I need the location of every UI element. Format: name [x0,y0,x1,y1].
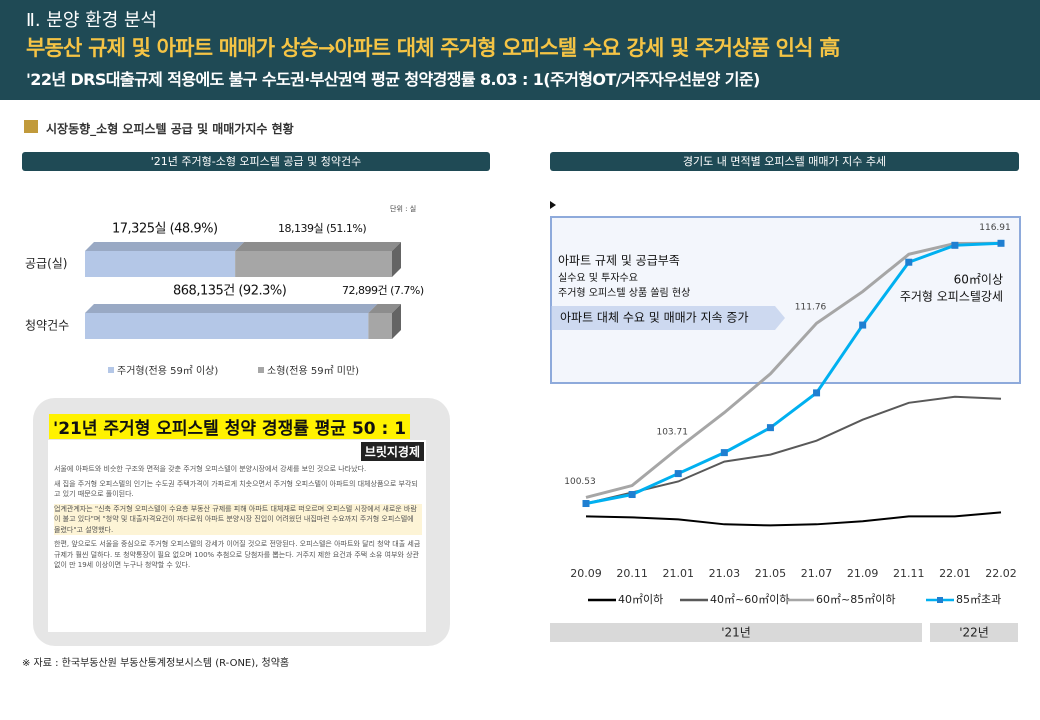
period-label: '21년 [721,626,751,640]
news-source: 브릿지경제 [360,442,424,461]
point-marker [905,258,913,266]
bar-side [392,242,401,277]
header: Ⅱ. 분양 환경 분석 부동산 규제 및 아파트 매매가 상승→아파트 대체 주… [0,0,1040,100]
section-heading: 시장동향_소형 오피스텔 공급 및 매매가지수 현황 [24,120,294,137]
point-marker [628,491,636,499]
x-tick-label: 21.01 [662,567,694,580]
bar-top [85,242,245,251]
bar-top [368,304,401,313]
bar-face [85,251,236,277]
point-marker [766,424,774,432]
value-label: 103.71 [656,428,688,438]
footnote: ※ 자료 : 한국부동산원 부동산통계정보시스템 (R-ONE), 청약홈 [22,658,290,669]
news-paragraph: 업계관계자는 "신축 주거형 오피스텔이 수요층 부동산 규제를 피해 아파트 … [54,503,422,535]
value-label: 72,899건 (7.7%) [342,284,424,297]
unit-label: 단위 : 실 [390,204,416,213]
x-tick-label: 22.02 [985,567,1017,580]
x-tick-label: 21.09 [847,567,879,580]
series-line [585,241,1002,499]
annotation-right: 60㎡이상 [954,273,1003,287]
x-tick-label: 20.11 [616,567,648,580]
banner [551,306,785,330]
bar [85,304,378,339]
annotation-text: 아파트 규제 및 공급부족 [558,254,680,268]
page-title: 부동산 규제 및 아파트 매매가 상승→아파트 대체 주거형 오피스텔 수요 강… [26,36,840,60]
x-tick-label: 21.05 [755,567,787,580]
value-label: 17,325실 (48.9%) [112,222,218,237]
legend-marker [937,597,943,603]
bar [368,304,401,339]
news-paragraph: 한편, 앞으로도 서울을 중심으로 주거형 오피스텔의 강세가 이어질 것으로 … [54,540,421,569]
point-marker [813,389,821,397]
series-line [585,395,1002,505]
page-subtitle: '22년 DRS대출규제 적용에도 불구 수도권·부산권역 평균 청약경쟁률 8… [26,70,760,89]
annotation-text: 실수요 및 투자수요 [558,272,638,284]
news-clip: 브릿지경제 서울에 아파트와 비슷한 구조와 면적을 갖춘 주거형 오피스텔이 … [48,440,426,632]
legend-label: 40㎡이하 [618,592,663,606]
annotation-right: 주거형 오피스텔강세 [900,290,1003,304]
bar-top [235,242,401,251]
period-band [930,623,1018,642]
period-band [550,623,922,642]
section-label: Ⅱ. 분양 환경 분석 [26,10,158,31]
value-label: 18,139실 (51.1%) [278,222,366,235]
category-label: 청약건수 [25,318,69,333]
bar-top [85,304,378,313]
annotation-text: 주거형 오피스텔 상품 쏠림 현상 [558,287,690,299]
banner-text: 아파트 대체 수요 및 매매가 지속 증가 [560,311,749,325]
bar [85,242,245,277]
series-line [585,241,1002,505]
legend-label: 60㎡~85㎡이하 [816,592,895,606]
period-label: '22년 [959,626,989,640]
legend-label: 85㎡초과 [956,593,1001,606]
category-label: 공급(실) [25,257,67,271]
point-marker [582,500,590,508]
bar-face [235,251,392,277]
x-tick-label: 20.09 [570,567,602,580]
bar-face [85,313,369,339]
news-box: '21년 주거형 오피스텔 청약 경쟁률 평균 50 : 1 브릿지경제 서울에… [33,398,450,646]
panel-title: '21년 주거형-소형 오피스텔 공급 및 청약건수 [151,154,362,168]
panel-title: 경기도 내 면적별 오피스텔 매매가 지수 추세 [683,155,886,168]
point-marker [951,241,959,249]
x-tick-label: 21.03 [709,567,741,580]
legend-label: 40㎡~60㎡이하 [710,592,789,606]
x-tick-label: 21.07 [801,567,833,580]
bar-face [368,313,392,339]
point-marker [674,470,682,478]
series-line [585,511,1002,527]
bar [235,242,401,277]
x-tick-label: 22.01 [939,567,971,580]
panel-header [22,152,490,171]
legend-label: 소형(전용 59㎡ 미만) [267,365,359,377]
legend-label: 주거형(전용 59㎡ 이상) [117,365,218,377]
value-label: 111.76 [795,303,827,313]
point-marker [997,239,1005,247]
value-label: 868,135건 (92.3%) [173,284,286,299]
x-tick-label: 21.11 [893,567,925,580]
point-marker [720,449,728,457]
point-marker [859,321,867,329]
pointer [550,201,556,209]
news-body: 서울에 아파트와 비슷한 구조와 면적을 갖춘 주거형 오피스텔이 분양시장에서… [54,464,422,575]
legend-swatch [108,367,114,373]
bar-side [392,304,401,339]
legend-swatch [258,367,264,373]
value-label: 116.91 [979,223,1011,233]
news-paragraph: 새 집을 주거형 오피스텔의 인기는 수도권 주택가격이 가파르게 치솟으면서 … [54,479,418,499]
panel-header [550,152,1019,171]
news-paragraph: 서울에 아파트와 비슷한 구조와 면적을 갖춘 주거형 오피스텔이 분양시장에서… [54,465,367,473]
news-headline: '21년 주거형 오피스텔 청약 경쟁률 평균 50 : 1 [49,414,411,439]
value-label: 100.53 [564,477,596,487]
